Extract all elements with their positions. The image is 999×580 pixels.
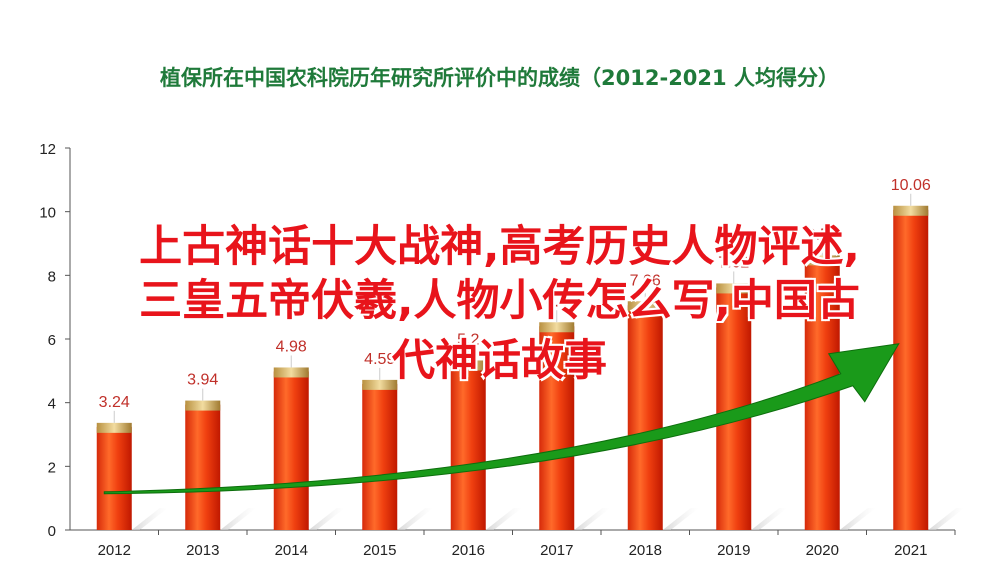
data-label: 6.4 [546,293,568,310]
y-tick-label: 8 [48,268,56,285]
y-tick-label: 4 [48,396,56,413]
bar [185,404,221,530]
bar [96,426,132,530]
bar [362,383,398,530]
x-tick-label: 2012 [98,542,131,559]
y-tick-label: 6 [48,332,56,349]
bar-cap [539,322,575,333]
y-tick-label: 0 [48,523,56,540]
overlay-text-line-3: 代神话故事 [392,336,607,386]
bar-shadow [751,508,788,530]
chart-title: 植保所在中国农科院历年研究所评价中的成绩（2012-2021 人均得分） [160,66,839,90]
bar [273,371,309,530]
bar-cap [716,283,752,294]
x-tick-label: 2020 [806,542,839,559]
bar-shadow [485,508,522,530]
bar [627,305,663,530]
data-label: 4.59 [364,351,395,368]
overlay-text-line-1: 上古神话十大战神,高考历史人物评述, [139,222,860,272]
bar-shadow [662,508,699,530]
bar-cap [627,301,663,312]
x-tick-label: 2016 [452,542,485,559]
growth-arrow [103,343,900,495]
data-label: 4.98 [276,338,307,355]
bar-shadow [131,508,168,530]
data-label: 3.94 [187,372,218,389]
data-label: 7.06 [630,272,661,289]
bar-shadow [839,508,876,530]
data-label: 3.24 [99,394,130,411]
x-tick-label: 2014 [275,542,308,559]
x-tick-label: 2019 [717,542,750,559]
bar-cap [273,367,309,378]
x-tick-label: 2013 [186,542,219,559]
x-tick-label: 2015 [363,542,396,559]
bar-cap [450,360,486,371]
bar [539,326,575,530]
bar-shadow [397,508,434,530]
bar [893,209,929,531]
bar [450,364,486,530]
data-label: 8.50 [807,226,838,243]
data-label: 5.2 [457,331,479,348]
x-tick-label: 2021 [894,542,927,559]
bar-shadow [928,508,965,530]
bar-shadow [574,508,611,530]
bar-cap [893,205,929,216]
data-label: 10.06 [891,177,931,194]
bar-cap [362,379,398,390]
y-tick-label: 10 [39,205,56,222]
bar-shadow [308,508,345,530]
x-tick-label: 2017 [540,542,573,559]
data-label: 7.62 [718,254,749,271]
bar-cap [185,400,221,411]
bar-cap [96,422,132,433]
overlay-text-line-2: 三皇五帝伏羲,人物小传怎么写,中国古 [139,276,860,326]
bar-shadow [220,508,257,530]
y-tick-label: 2 [48,459,56,476]
bar-cap [804,255,840,266]
y-tick-label: 12 [39,141,56,158]
x-tick-label: 2018 [629,542,662,559]
